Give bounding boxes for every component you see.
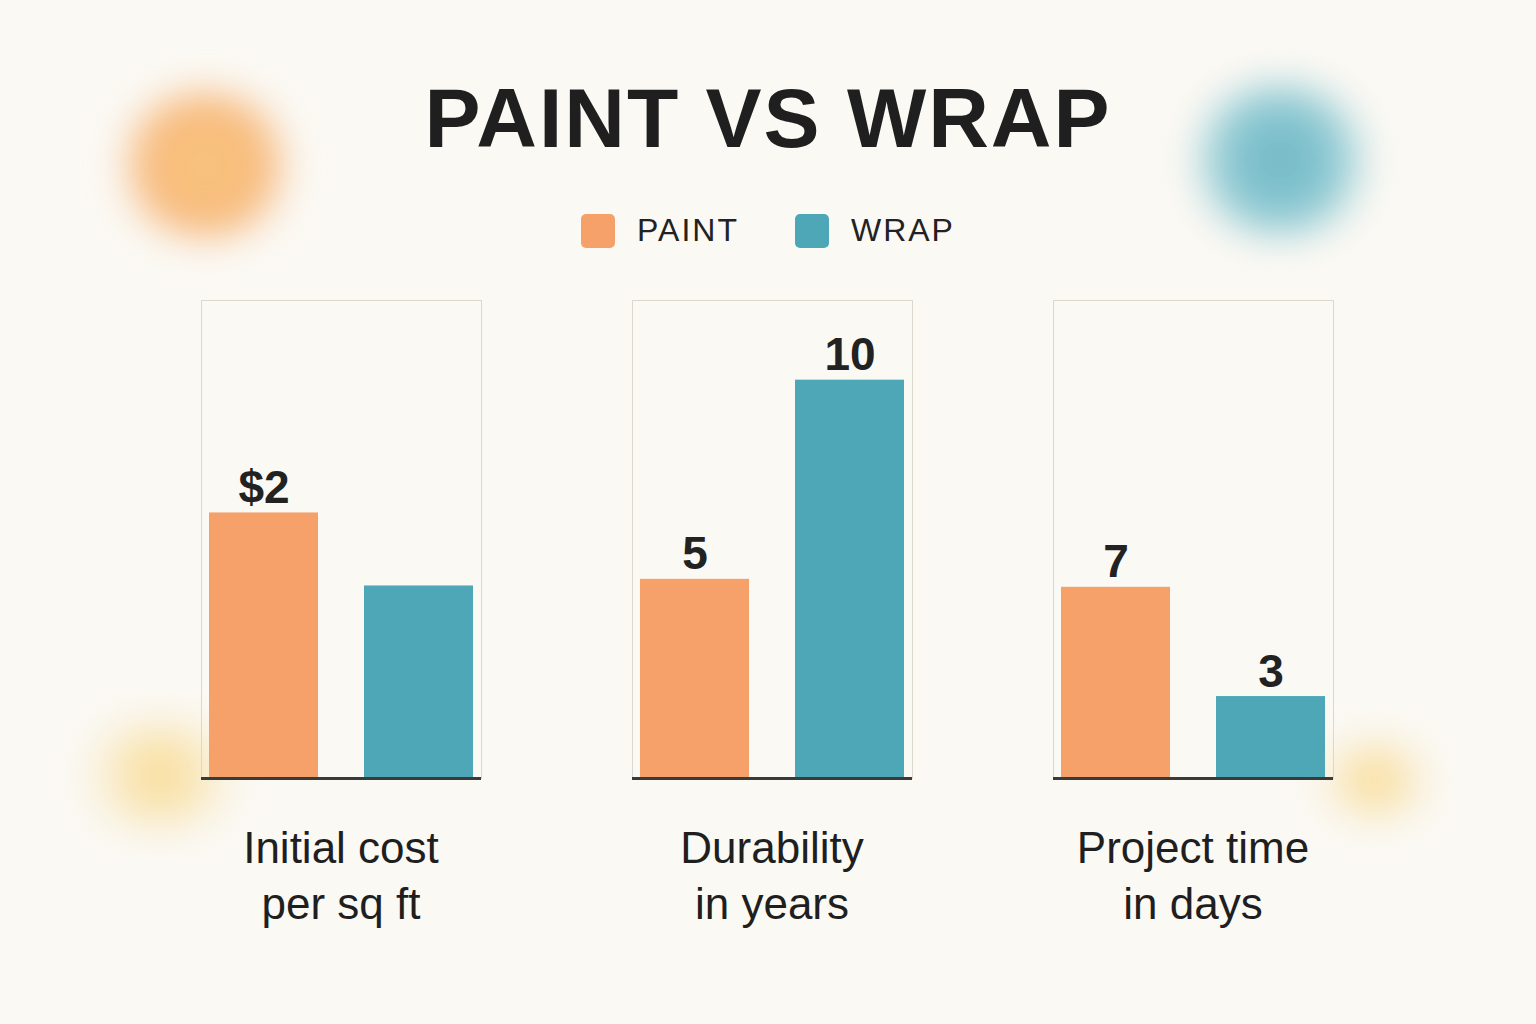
svg-text:7: 7 xyxy=(1103,535,1129,587)
html-text:in years: in years xyxy=(695,879,849,928)
svg-text:3: 3 xyxy=(1258,645,1284,697)
html-text:WRAP: WRAP xyxy=(850,212,955,248)
html-text:Project time: Project time xyxy=(1076,823,1310,872)
html-text:in days: in days xyxy=(1123,879,1263,928)
html-text:PAINT: PAINT xyxy=(637,212,739,248)
svg-text:5: 5 xyxy=(682,527,708,579)
html-text:Durability: Durability xyxy=(680,823,864,872)
html-text:per sq ft: per sq ft xyxy=(261,879,421,928)
svg-text:10: 10 xyxy=(824,328,875,380)
html-text:Initial cost: Initial cost xyxy=(243,823,439,872)
svg-text:$2: $2 xyxy=(238,461,289,513)
html-text:PAINT VS WRAP: PAINT VS WRAP xyxy=(424,71,1112,165)
